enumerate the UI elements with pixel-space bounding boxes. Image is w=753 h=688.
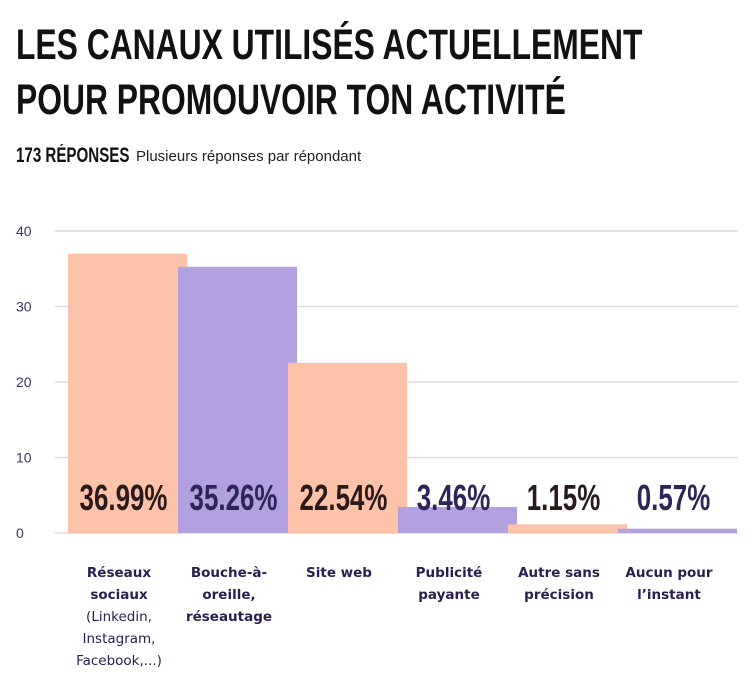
- data-label-group: 35.26%: [190, 478, 278, 518]
- chart-title: LES CANAUX UTILISÉS ACTUELLEMENT POUR PR…: [16, 18, 642, 128]
- subtitle: Plusieurs réponses par répondant: [136, 148, 362, 165]
- data-label: 1.15%: [527, 478, 601, 518]
- y-tick-label: 20: [16, 374, 32, 390]
- bar: [618, 528, 737, 533]
- bar: [508, 524, 627, 533]
- category-label-main: Réseaux sociaux: [86, 565, 152, 603]
- category-label: Autre sans précision: [504, 562, 614, 606]
- y-tick-label: 10: [16, 450, 32, 466]
- category-label: Réseaux sociaux (Linkedin, Instagram, Fac…: [64, 562, 174, 672]
- category-label-main: Publicité payante: [415, 565, 483, 603]
- data-label-group: 22.54%: [300, 478, 388, 518]
- bar: [288, 362, 407, 533]
- category-label-main: Bouche-à-oreille, réseautage: [185, 565, 273, 625]
- category-label: Publicité payante: [394, 562, 504, 606]
- category-label: Aucun pour l’instant: [614, 562, 724, 606]
- category-label-main: Site web: [306, 565, 372, 581]
- bar: [398, 506, 517, 533]
- category-label: Site web: [284, 562, 394, 584]
- data-label: 36.99%: [80, 478, 168, 518]
- bar: [178, 266, 297, 533]
- data-label-group: 36.99%: [80, 478, 168, 518]
- title-line-1: LES CANAUX UTILISÉS ACTUELLEMENT: [16, 21, 643, 69]
- data-label-group: 3.46%: [417, 478, 491, 518]
- category-label-detail: (Linkedin, Instagram, Facebook,...): [76, 609, 162, 669]
- y-tick-label: 40: [16, 223, 32, 239]
- category-label: Bouche-à-oreille, réseautage: [174, 562, 284, 628]
- data-label-group: 0.57%: [637, 478, 711, 518]
- y-tick-label: 30: [16, 299, 32, 315]
- bar: [68, 253, 187, 533]
- data-label: 3.46%: [417, 478, 491, 518]
- y-tick-label: 0: [16, 525, 24, 541]
- category-label-main: Aucun pour l’instant: [625, 565, 713, 603]
- data-label: 35.26%: [190, 478, 278, 518]
- data-label-group: 1.15%: [527, 478, 601, 518]
- response-count: 173 RÉPONSES: [16, 144, 130, 167]
- title-line-2: POUR PROMOUVOIR TON ACTIVITÉ: [16, 76, 566, 124]
- data-label: 0.57%: [637, 478, 711, 518]
- data-label: 22.54%: [300, 478, 388, 518]
- category-label-main: Autre sans précision: [518, 565, 600, 603]
